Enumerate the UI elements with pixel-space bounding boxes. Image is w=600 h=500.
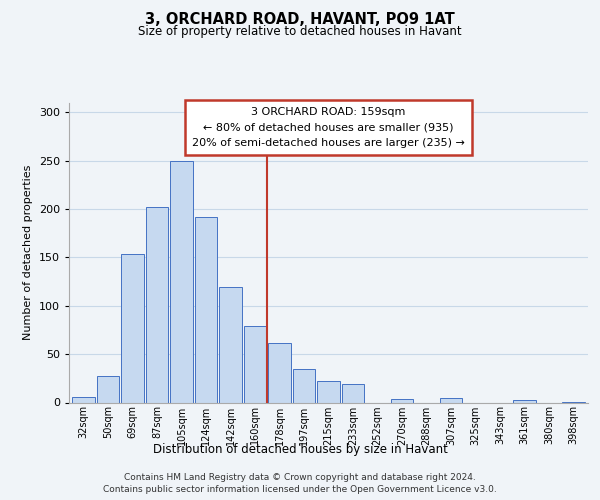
Bar <box>121 254 144 402</box>
Bar <box>244 326 266 402</box>
Bar <box>170 160 193 402</box>
Bar <box>513 400 536 402</box>
Bar <box>342 384 364 402</box>
Text: Contains public sector information licensed under the Open Government Licence v3: Contains public sector information licen… <box>103 485 497 494</box>
Bar <box>268 344 291 402</box>
Bar <box>293 368 315 402</box>
Bar <box>440 398 462 402</box>
Text: Distribution of detached houses by size in Havant: Distribution of detached houses by size … <box>152 442 448 456</box>
Text: Size of property relative to detached houses in Havant: Size of property relative to detached ho… <box>138 25 462 38</box>
Bar <box>195 216 217 402</box>
Bar <box>73 396 95 402</box>
Bar <box>220 288 242 403</box>
Text: 3 ORCHARD ROAD: 159sqm
← 80% of detached houses are smaller (935)
20% of semi-de: 3 ORCHARD ROAD: 159sqm ← 80% of detached… <box>192 107 465 148</box>
Bar <box>391 398 413 402</box>
Text: Contains HM Land Registry data © Crown copyright and database right 2024.: Contains HM Land Registry data © Crown c… <box>124 472 476 482</box>
Bar <box>97 376 119 402</box>
Bar <box>146 207 169 402</box>
Text: 3, ORCHARD ROAD, HAVANT, PO9 1AT: 3, ORCHARD ROAD, HAVANT, PO9 1AT <box>145 12 455 28</box>
Bar <box>317 381 340 402</box>
Y-axis label: Number of detached properties: Number of detached properties <box>23 165 33 340</box>
